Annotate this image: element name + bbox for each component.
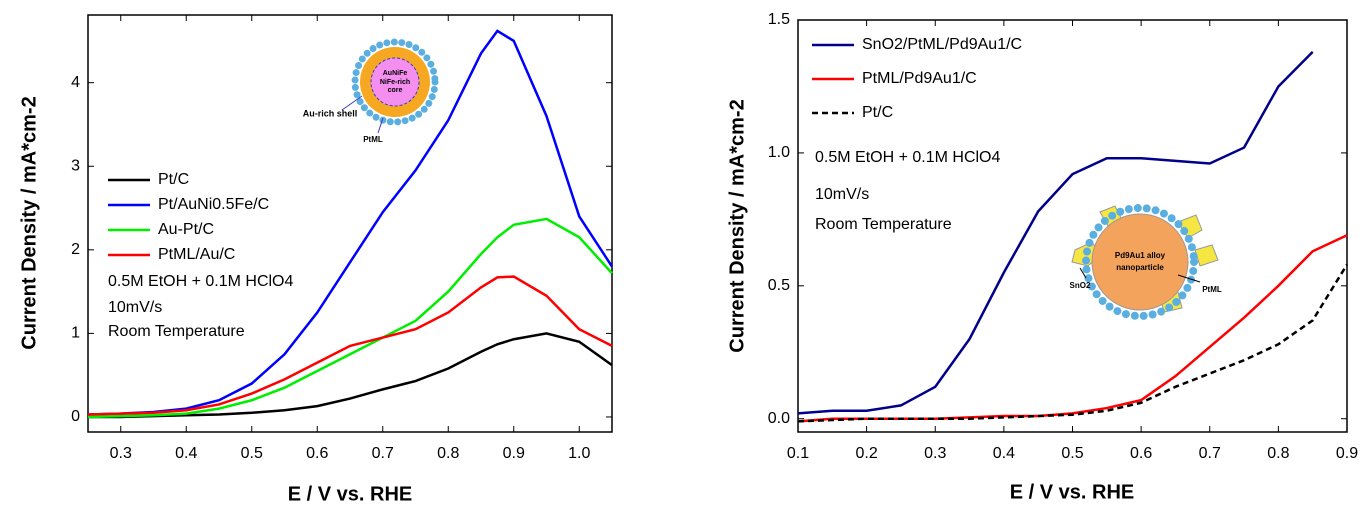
series-line (87, 275, 613, 416)
x-tick-label: 0.7 (372, 445, 394, 462)
inset-label: nanoparticle (1116, 263, 1164, 272)
series-line (87, 217, 613, 419)
inset-right (1071, 204, 1219, 320)
y-tick-label: 1.5 (768, 11, 790, 28)
y-tick-label: 4 (71, 74, 80, 91)
x-tick-label: 0.9 (503, 445, 525, 462)
x-tick-label: 0.9 (1336, 445, 1358, 462)
annotation: Room Temperature (815, 216, 952, 233)
x-tick-label: 0.5 (241, 445, 263, 462)
x-axis-label: E / V vs. RHE (1010, 481, 1135, 503)
inset-left (341, 38, 439, 134)
x-tick-label: 0.2 (856, 445, 878, 462)
x-tick-label: 0.3 (924, 445, 946, 462)
legend-label: PtML/Au/C (158, 246, 235, 263)
inset-label: Au-rich shell (303, 108, 358, 118)
x-tick-label: 0.4 (993, 445, 1015, 462)
inset-label: PtML (363, 135, 383, 144)
y-tick-label: 2 (71, 241, 80, 258)
y-tick-label: 0.5 (768, 277, 790, 294)
series-line (797, 234, 1348, 423)
inset-label: PtML (1202, 285, 1222, 294)
legend-label: Au-Pt/C (158, 221, 214, 238)
x-tick-label: 0.1 (787, 445, 809, 462)
series-line (87, 29, 614, 416)
x-tick-label: 0.3 (110, 445, 132, 462)
series-line (797, 263, 1349, 423)
y-tick-label: 0 (71, 408, 80, 425)
inset-label: NiFe-rich (380, 79, 410, 86)
legend-label: SnO2/PtML/Pd9Au1/C (862, 36, 1022, 53)
annotation: 0.5M EtOH + 0.1M HClO4 (108, 273, 293, 290)
legend-label: Pt/C (862, 104, 893, 121)
x-tick-label: 0.7 (1199, 445, 1221, 462)
x-tick-label: 0.4 (175, 445, 197, 462)
y-tick-label: 1 (71, 325, 80, 342)
inset-label: AuNiFe (383, 70, 408, 77)
legend-label: Pt/AuNi0.5Fe/C (158, 196, 269, 213)
annotation: 10mV/s (815, 186, 869, 203)
y-tick-label: 3 (71, 157, 80, 174)
y-axis-label: Current Density / mA*cm-2 (726, 99, 748, 352)
x-tick-label: 0.8 (1267, 445, 1289, 462)
y-tick-label: 0.0 (768, 410, 790, 427)
x-tick-label: 0.5 (1061, 445, 1083, 462)
annotation: 10mV/s (108, 299, 162, 316)
x-tick-label: 0.6 (1130, 445, 1152, 462)
inset-label: core (388, 87, 403, 94)
annotation: Room Temperature (108, 323, 245, 340)
inset-label: Pd9Au1 alloy (1115, 251, 1166, 260)
legend-label: Pt/C (158, 171, 189, 188)
plot-frame (87, 14, 613, 433)
series-line (88, 332, 613, 419)
x-tick-label: 1.0 (568, 445, 590, 462)
inset-label: SnO2 (1070, 281, 1091, 290)
series-line (797, 51, 1314, 415)
legend-label: PtML/Pd9Au1/C (862, 70, 977, 87)
annotation: 0.5M EtOH + 0.1M HClO4 (815, 149, 1000, 166)
x-axis-label: E / V vs. RHE (288, 483, 413, 505)
x-tick-label: 0.8 (437, 445, 459, 462)
x-tick-label: 0.6 (306, 445, 328, 462)
y-tick-label: 1.0 (768, 144, 790, 161)
y-axis-label: Current Density / mA*cm-2 (18, 96, 40, 349)
